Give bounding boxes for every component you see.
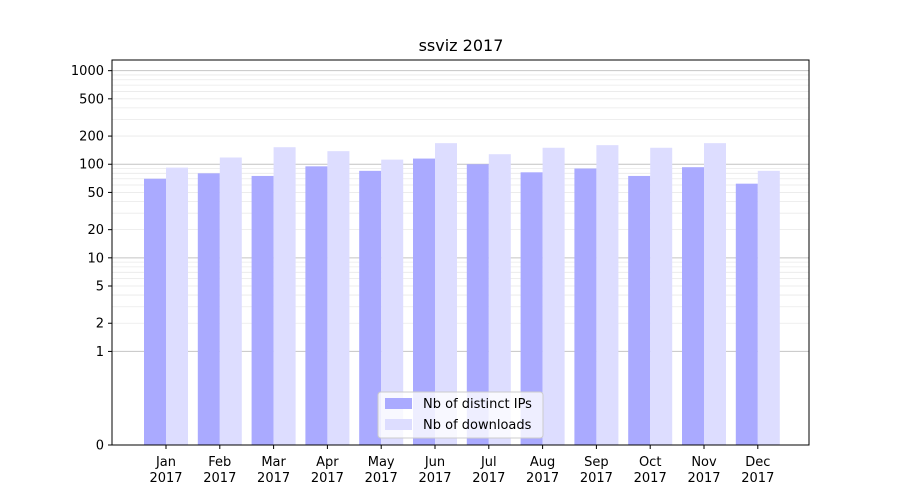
bar-distinct-ips xyxy=(682,167,704,446)
bar-downloads xyxy=(542,147,565,445)
x-tick-label-year: 2017 xyxy=(311,471,344,486)
x-tick-label-month: Aug xyxy=(530,455,555,470)
y-tick-label: 2 xyxy=(96,317,104,332)
bar-distinct-ips xyxy=(144,178,166,446)
x-tick-label-month: May xyxy=(368,455,395,470)
bar-downloads xyxy=(757,170,780,446)
bar-distinct-ips xyxy=(305,166,328,445)
y-tick-label: 0 xyxy=(96,439,104,454)
bar-distinct-ips xyxy=(359,170,382,446)
x-tick-label-year: 2017 xyxy=(472,471,505,486)
bar-downloads xyxy=(488,154,511,446)
x-tick-label-month: Dec xyxy=(745,455,770,470)
bar-distinct-ips xyxy=(466,164,489,445)
x-tick-label-year: 2017 xyxy=(526,471,559,486)
x-tick-label-month: Nov xyxy=(691,455,717,470)
y-axis: 0 1 2 5 10 20 50 100 200 500 1000 xyxy=(71,64,112,454)
x-axis: Jan2017Feb2017Mar2017Apr2017May2017Jun20… xyxy=(149,445,774,486)
x-tick-label-year: 2017 xyxy=(687,471,720,486)
plot-frame xyxy=(111,59,810,446)
legend: Nb of distinct IPs Nb of downloads xyxy=(377,391,544,439)
bar-distinct-ips xyxy=(735,183,758,445)
legend-swatch xyxy=(385,419,412,430)
y-tick-label: 50 xyxy=(87,186,104,201)
legend-label: Nb of downloads xyxy=(423,418,532,433)
y-tick-label: 10 xyxy=(87,251,104,266)
x-tick-label-year: 2017 xyxy=(634,471,667,486)
y-tick-label: 500 xyxy=(79,92,104,107)
y-tick-label: 100 xyxy=(79,158,104,173)
legend-label: Nb of distinct IPs xyxy=(423,397,532,412)
bar-distinct-ips xyxy=(520,172,543,446)
x-tick-label-year: 2017 xyxy=(580,471,613,486)
x-tick-label-month: Jan xyxy=(155,455,176,470)
bar-distinct-ips xyxy=(251,175,274,445)
legend-swatch xyxy=(385,398,412,409)
x-tick-label-month: Oct xyxy=(639,455,661,470)
y-tick-label: 1 xyxy=(96,345,104,360)
bar-downloads xyxy=(596,145,619,445)
x-tick-label-year: 2017 xyxy=(365,471,398,486)
bar-distinct-ips xyxy=(628,175,651,445)
x-tick-label-month: Apr xyxy=(316,455,339,470)
bar-downloads xyxy=(704,143,726,445)
bar-downloads xyxy=(327,151,350,446)
x-tick-label-month: Jul xyxy=(480,455,497,470)
y-tick-label: 20 xyxy=(87,223,104,238)
bar-downloads xyxy=(435,143,457,445)
bar-downloads xyxy=(650,147,673,445)
bar-distinct-ips xyxy=(574,168,597,445)
bar-downloads xyxy=(166,167,188,445)
x-tick-label-year: 2017 xyxy=(149,471,182,486)
bar-downloads xyxy=(273,147,296,445)
x-tick-label-year: 2017 xyxy=(257,471,290,486)
y-tick-label: 5 xyxy=(96,280,104,295)
bars xyxy=(144,143,780,446)
x-tick-label-month: Mar xyxy=(261,455,286,470)
x-tick-label-month: Jun xyxy=(424,455,445,470)
y-tick-label: 200 xyxy=(79,130,104,145)
bar-downloads xyxy=(219,157,242,445)
x-tick-label-year: 2017 xyxy=(741,471,774,486)
x-tick-label-month: Sep xyxy=(584,455,609,470)
bar-distinct-ips xyxy=(197,173,220,445)
chart-title: ssviz 2017 xyxy=(419,36,504,55)
bar-distinct-ips xyxy=(413,158,435,445)
y-tick-label: 1000 xyxy=(71,64,104,79)
x-tick-label-year: 2017 xyxy=(203,471,236,486)
x-tick-label-month: Feb xyxy=(208,455,231,470)
legend-box xyxy=(377,391,544,439)
x-tick-label-year: 2017 xyxy=(418,471,451,486)
bar-downloads xyxy=(381,159,404,445)
